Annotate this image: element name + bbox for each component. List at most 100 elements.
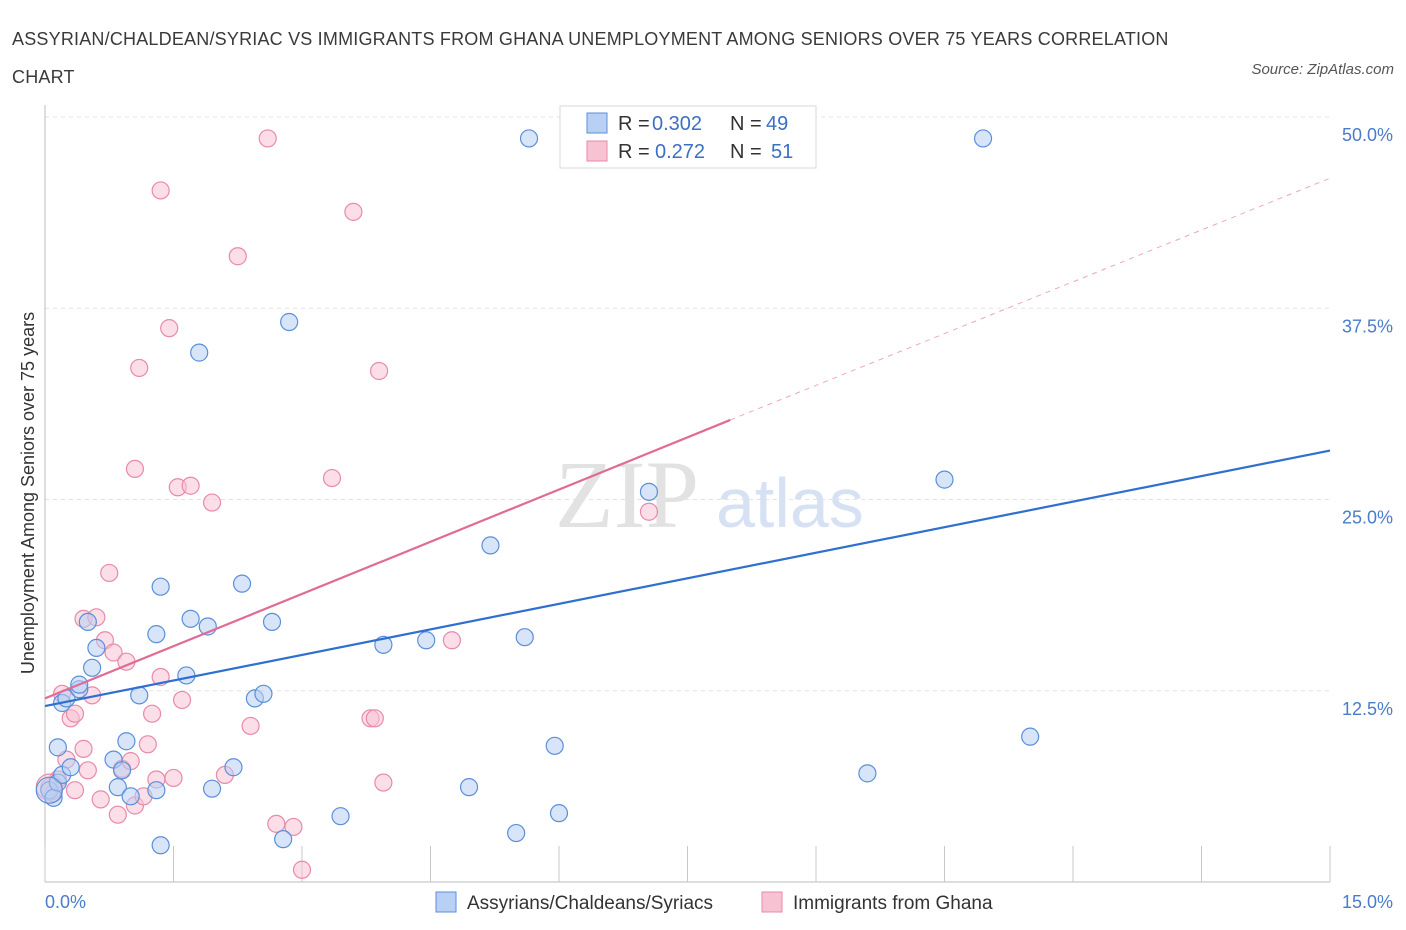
point-assyrian-4 <box>48 738 67 757</box>
point-ghana-8 <box>74 739 93 758</box>
point-ghana-33 <box>172 690 192 710</box>
legend-n-label-1: N = <box>730 113 762 135</box>
point-ghana-35 <box>202 493 222 512</box>
source-credit: Source: ZipAtlas.com <box>1251 61 1394 78</box>
bottom-legend-swatch-blue <box>435 891 457 913</box>
trend-lines <box>44 177 1331 708</box>
x-tick-labels: 0.0% 15.0% <box>45 892 1393 912</box>
y-tick-label-2: 37.5% <box>1342 316 1393 336</box>
point-assyrian-37 <box>417 631 436 650</box>
point-ghana-34 <box>181 476 200 495</box>
legend-n-value-2: 51 <box>771 141 793 163</box>
point-ghana-13 <box>91 790 110 809</box>
trend-extension-ghana <box>730 177 1331 421</box>
point-ghana-29 <box>151 181 170 200</box>
bottom-legend-label-1: Assyrians/Chaldeans/Syriacs <box>467 893 713 914</box>
point-assyrian-39 <box>481 536 500 555</box>
point-assyrian-46 <box>858 764 877 783</box>
watermark-atlas: atlas <box>716 464 864 542</box>
point-ghana-15 <box>100 563 119 583</box>
point-ghana-44 <box>344 202 363 221</box>
point-ghana-25 <box>138 735 157 754</box>
point-assyrian-33 <box>274 830 293 849</box>
point-ghana-42 <box>292 860 312 879</box>
bottom-legend: Assyrians/Chaldeans/Syriacs Immigrants f… <box>435 891 993 914</box>
point-assyrian-24 <box>181 609 200 628</box>
y-tick-label-0: 12.5% <box>1342 699 1393 719</box>
point-assyrian-15 <box>117 732 136 751</box>
point-ghana-21 <box>125 459 145 478</box>
point-assyrian-38 <box>459 778 479 797</box>
point-assyrian-25 <box>190 343 209 362</box>
point-assyrian-42 <box>519 129 539 148</box>
legend-n-label-2: N = <box>730 141 762 163</box>
point-ghana-50 <box>639 502 659 521</box>
point-assyrian-44 <box>549 804 569 823</box>
point-assyrian-10 <box>83 658 102 677</box>
legend-r-label-1: R = <box>618 113 650 135</box>
point-ghana-48 <box>374 773 393 792</box>
point-ghana-41 <box>284 817 303 837</box>
point-ghana-23 <box>130 358 149 378</box>
point-ghana-43 <box>322 468 342 488</box>
chart-title: ASSYRIAN/CHALDEAN/SYRIAC VS IMMIGRANTS F… <box>12 29 1169 87</box>
point-assyrian-34 <box>280 312 299 332</box>
point-ghana-31 <box>164 768 183 788</box>
top-legend: R = 0.302 N = 49 R = 0.272 N = 51 <box>559 105 817 169</box>
point-ghana-49 <box>442 631 462 650</box>
point-assyrian-47 <box>935 470 954 489</box>
legend-r-value-1: 0.302 <box>652 113 702 135</box>
point-assyrian-11 <box>87 638 106 658</box>
y-tick-labels: 12.5% 25.0% 37.5% 50.0% <box>1342 125 1393 719</box>
point-assyrian-16 <box>108 778 127 797</box>
bottom-legend-label-2: Immigrants from Ghana <box>793 893 993 914</box>
point-assyrian-20 <box>147 625 166 644</box>
point-ghana-37 <box>228 247 247 266</box>
watermark-zip: ZIP <box>555 441 699 548</box>
bottom-legend-swatch-pink <box>761 891 783 913</box>
x-tick-label-1: 15.0% <box>1342 892 1393 912</box>
point-assyrian-32 <box>262 612 282 632</box>
point-assyrian-17 <box>121 787 140 806</box>
point-ghana-6 <box>65 704 85 723</box>
point-ghana-7 <box>65 781 85 800</box>
y-tick-label-1: 25.0% <box>1342 508 1393 528</box>
point-assyrian-45 <box>639 482 659 501</box>
point-ghana-30 <box>160 319 179 338</box>
legend-r-value-2: 0.272 <box>655 141 705 163</box>
legend-n-value-1: 49 <box>766 113 788 135</box>
point-assyrian-35 <box>331 807 350 826</box>
point-ghana-39 <box>258 129 277 148</box>
point-ghana-46 <box>365 709 384 728</box>
x-tick-label-0: 0.0% <box>45 892 86 912</box>
y-axis-label: Unemployment Among Seniors over 75 years <box>18 312 38 674</box>
point-assyrian-43 <box>545 736 564 755</box>
point-ghana-17 <box>108 805 127 824</box>
point-assyrian-cluster <box>35 776 63 804</box>
point-ghana-38 <box>241 716 260 736</box>
point-assyrian-28 <box>224 758 243 777</box>
point-assyrian-19 <box>147 781 166 800</box>
point-ghana-47 <box>370 361 389 381</box>
legend-swatch-blue <box>586 112 608 134</box>
point-assyrian-48 <box>973 129 993 148</box>
point-assyrian-29 <box>232 574 252 593</box>
point-assyrian-31 <box>254 684 273 703</box>
point-assyrian-41 <box>515 628 534 647</box>
point-assyrian-23 <box>177 666 196 685</box>
point-ghana-40 <box>267 814 286 833</box>
point-assyrian-5 <box>61 758 80 777</box>
trend-line-ghana <box>44 418 731 700</box>
point-assyrian-22 <box>151 836 170 855</box>
y-tick-label-3: 50.0% <box>1342 125 1393 145</box>
trend-line-assyrian <box>44 449 1331 708</box>
point-assyrian-12 <box>78 612 97 632</box>
point-ghana-26 <box>142 704 162 723</box>
legend-r-label-2: R = <box>618 141 650 163</box>
point-ghana-16 <box>104 643 123 662</box>
point-assyrian-21 <box>151 577 170 596</box>
point-assyrian-49 <box>1021 727 1040 746</box>
point-assyrian-27 <box>202 779 222 798</box>
point-assyrian-14 <box>112 761 132 780</box>
